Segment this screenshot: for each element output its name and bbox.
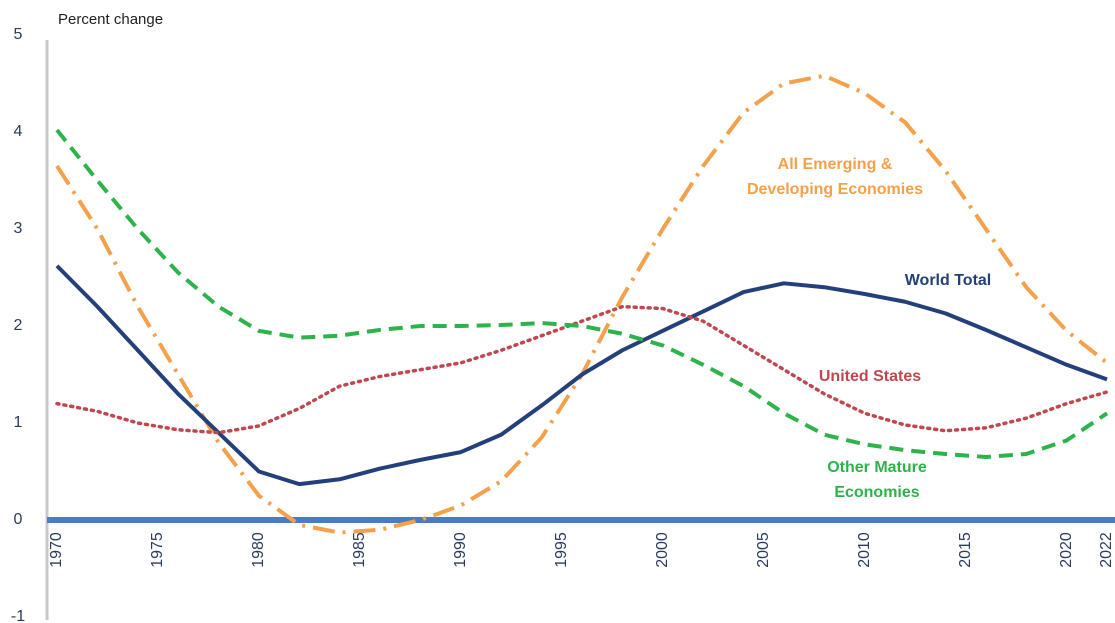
y-tick-label: -1 [11,608,25,623]
x-tick-label: 2015 [957,532,974,568]
series-label: United States [819,368,921,385]
x-tick-label: 1980 [250,532,267,568]
y-tick-label: 3 [14,220,23,237]
x-tick-label: 2020 [1058,532,1075,568]
x-tick-label: 1995 [553,532,570,568]
series-line [55,264,1108,487]
y-tick-label: 5 [14,26,23,43]
series-line [55,73,1109,535]
series-label: Other Mature [827,459,927,476]
y-tick-label: 2 [14,317,23,334]
series-line [55,304,1109,435]
x-tick-label: 1970 [48,532,65,568]
series-line [55,128,1109,459]
x-tick-label: 2000 [654,532,671,568]
x-tick-label: 2005 [755,532,772,568]
y-axis-label: Percent change [58,11,163,28]
x-tick-label: 1985 [351,532,368,568]
x-tick-label: 1975 [149,532,166,568]
series-label: All Emerging & [778,156,893,173]
y-tick-label: 0 [14,511,23,528]
x-tick-label: 1990 [452,532,469,568]
y-tick-label: 4 [14,123,23,140]
series-label: World Total [905,272,992,289]
y-tick-label: 1 [14,414,23,431]
series-label: Economies [834,484,919,501]
x-tick-label: 2022 [1098,532,1115,568]
series-label: Developing Economies [747,181,923,198]
x-tick-label: 2010 [856,532,873,568]
